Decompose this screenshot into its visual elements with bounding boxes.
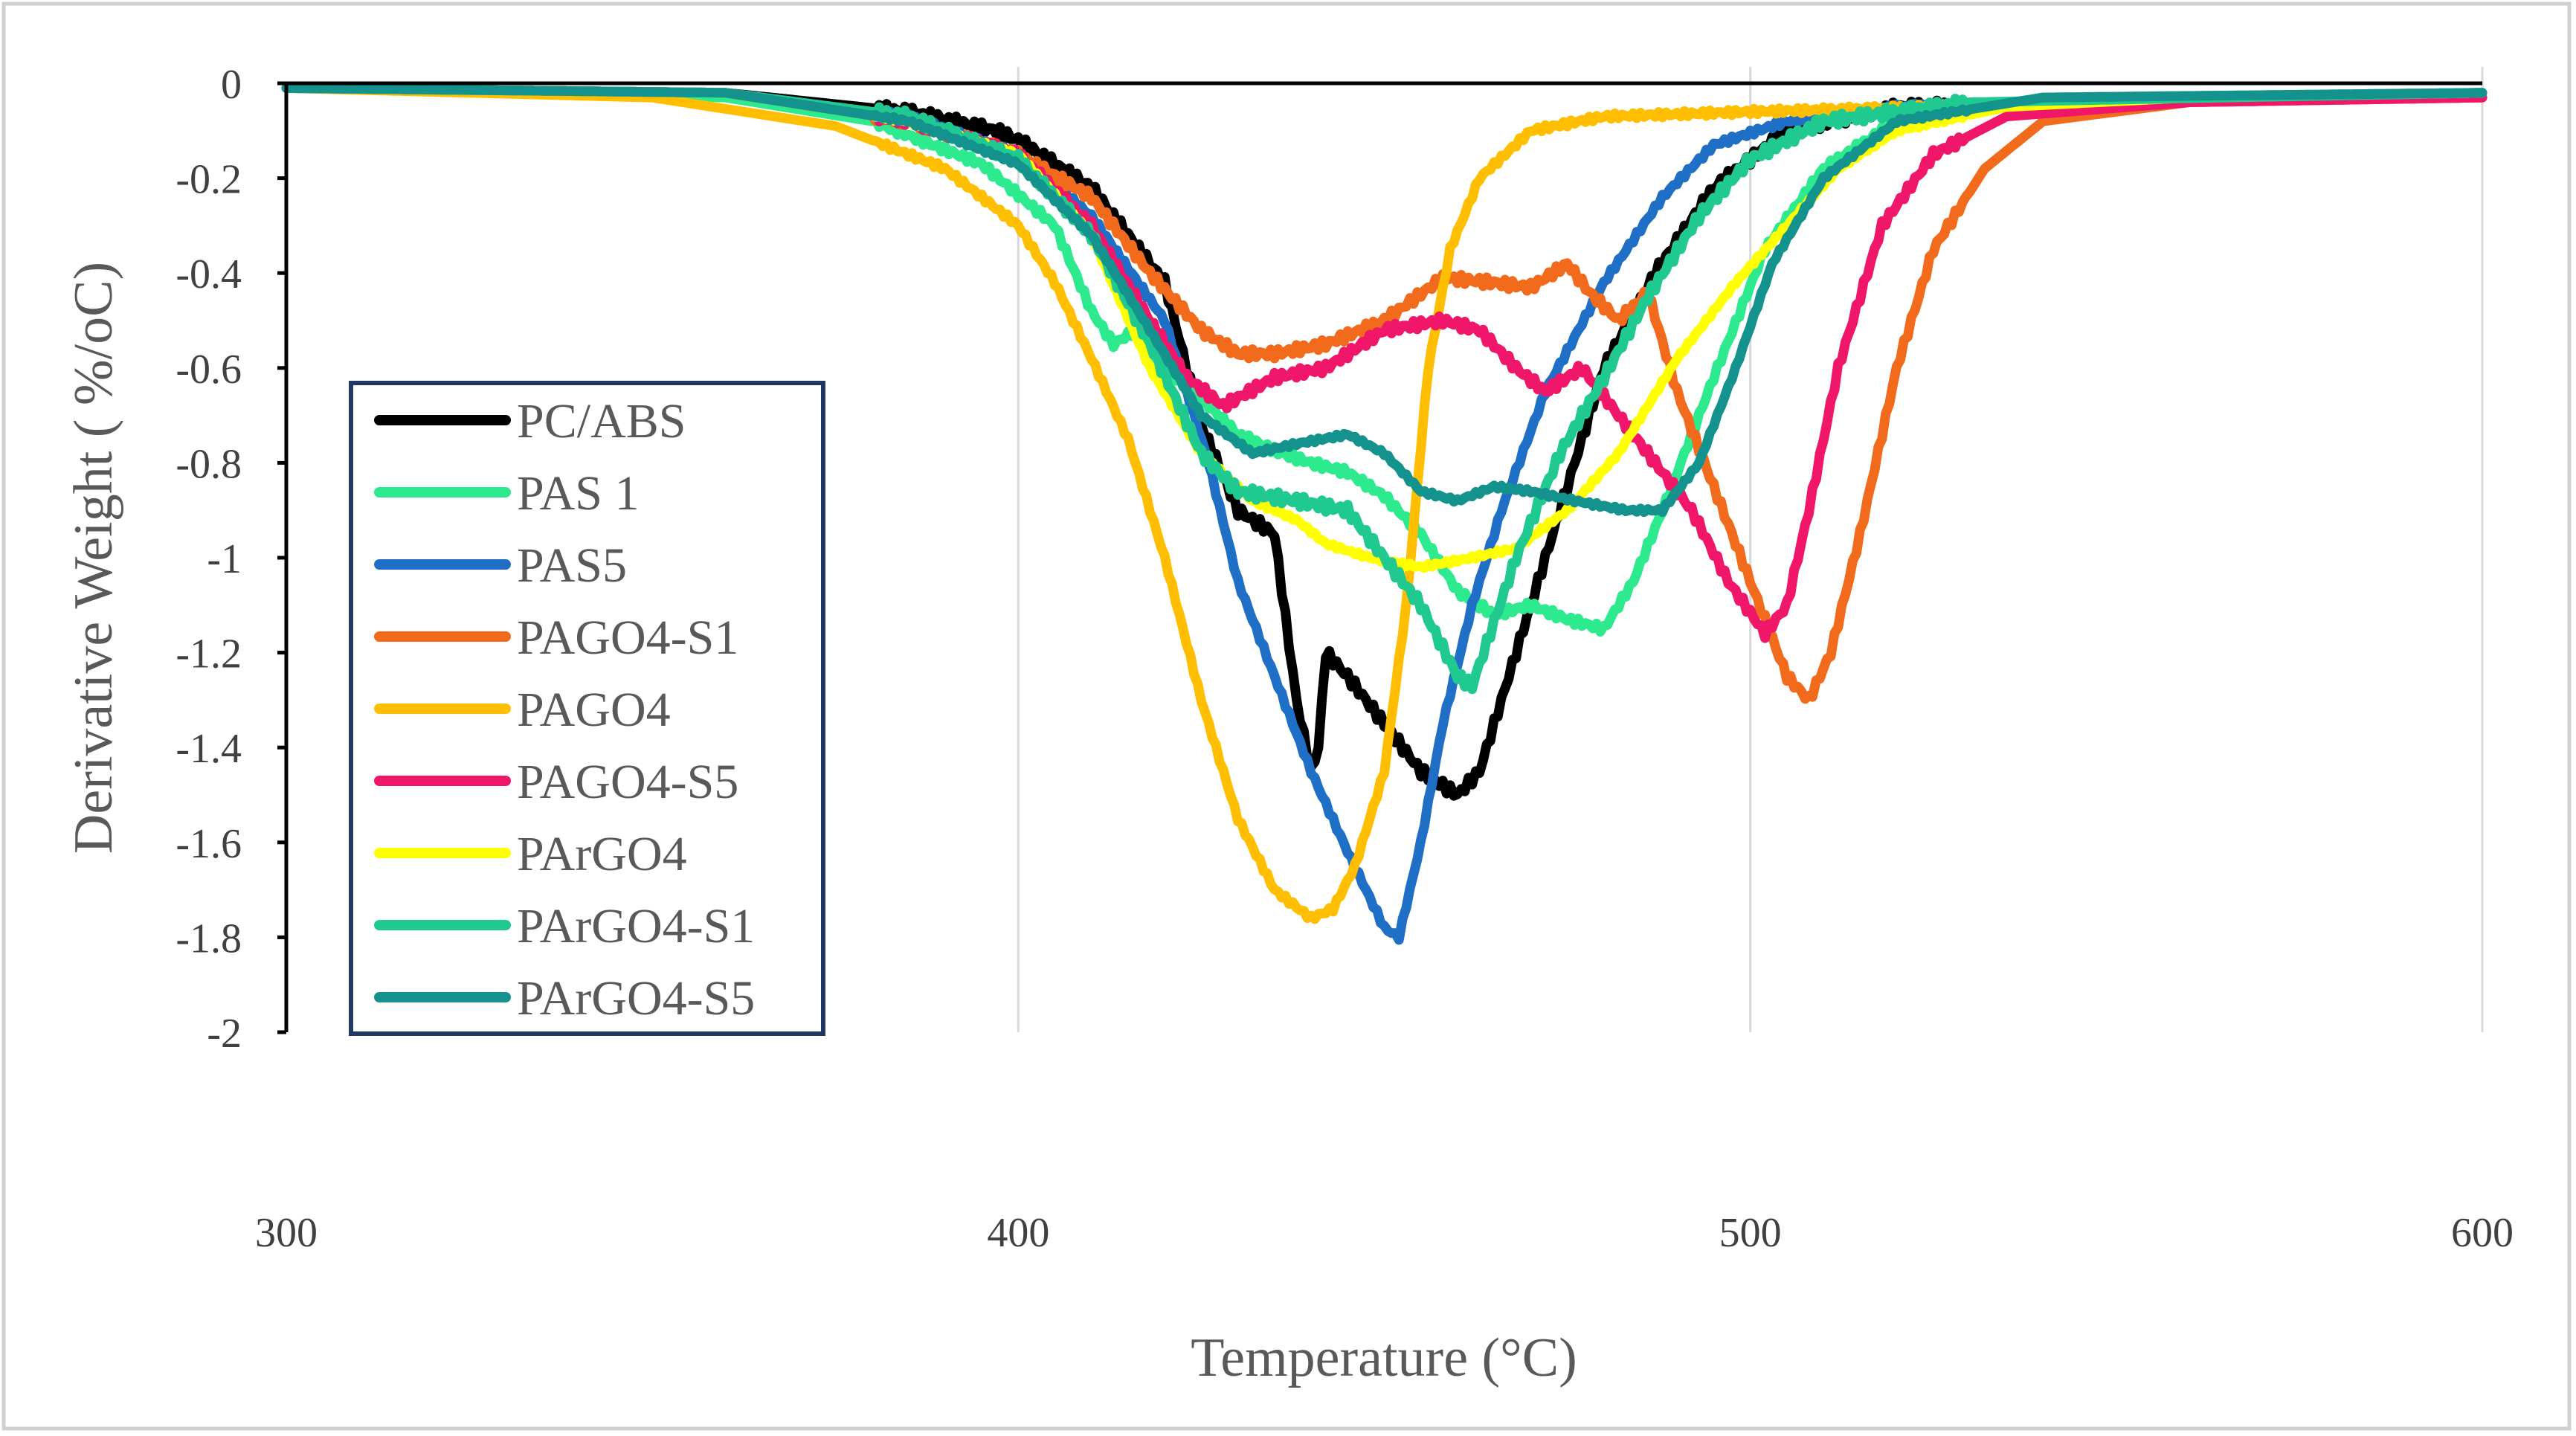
y-tick-label: -0.2 [176, 157, 242, 203]
legend-label: PAS 1 [517, 466, 640, 521]
legend-label: PC/ABS [517, 394, 686, 448]
y-tick-label: -2 [207, 1011, 242, 1057]
legend-label: PAGO4-S1 [517, 611, 738, 665]
x-tick-label: 500 [1719, 1210, 1782, 1256]
y-tick-label: -0.4 [176, 251, 242, 297]
legend-label: PAGO4-S5 [517, 755, 738, 809]
x-axis-title: Temperature (°C) [1191, 1327, 1577, 1388]
y-tick-label: -0.8 [176, 441, 242, 487]
legend-label: PAS5 [517, 538, 627, 593]
legend-label: PArGO4-S5 [517, 971, 755, 1026]
x-tick-labels: 300 400 500 600 [255, 1210, 2514, 1256]
x-tick-label: 600 [2451, 1210, 2514, 1256]
legend-label: PAGO4 [517, 683, 671, 737]
x-tick-label: 400 [987, 1210, 1049, 1256]
y-tick-labels: 0 -0.2 -0.4 -0.6 -0.8 -1 -1.2 -1.4 -1.6 -1.8 -2 [176, 62, 286, 1057]
legend: PC/ABS PAS 1 PAS5 PAGO4-S1 PAGO4 PAGO4-S5 PArG… [349, 381, 825, 1036]
legend-label: PArGO4 [517, 827, 687, 881]
y-tick-label: -0.6 [176, 347, 242, 393]
y-tick-label: -1.8 [176, 915, 242, 962]
series-lines [281, 83, 2488, 945]
y-tick-label: -1.2 [176, 631, 242, 677]
legend-items: PC/ABS PAS 1 PAS5 PAGO4-S1 PAGO4 PAGO4-S5 PArG… [374, 394, 755, 1026]
y-tick-label: -1.4 [176, 726, 242, 772]
x-tick-label: 300 [255, 1210, 318, 1256]
y-tick-label: 0 [221, 62, 242, 108]
y-tick-label: -1 [207, 536, 242, 582]
y-tick-label: -1.6 [176, 821, 242, 867]
legend-label: PArGO4-S1 [517, 899, 755, 953]
series-line-pargo4-s5 [281, 83, 2488, 518]
y-axis-title: Derivative Weight ( %/oC) [63, 262, 124, 854]
